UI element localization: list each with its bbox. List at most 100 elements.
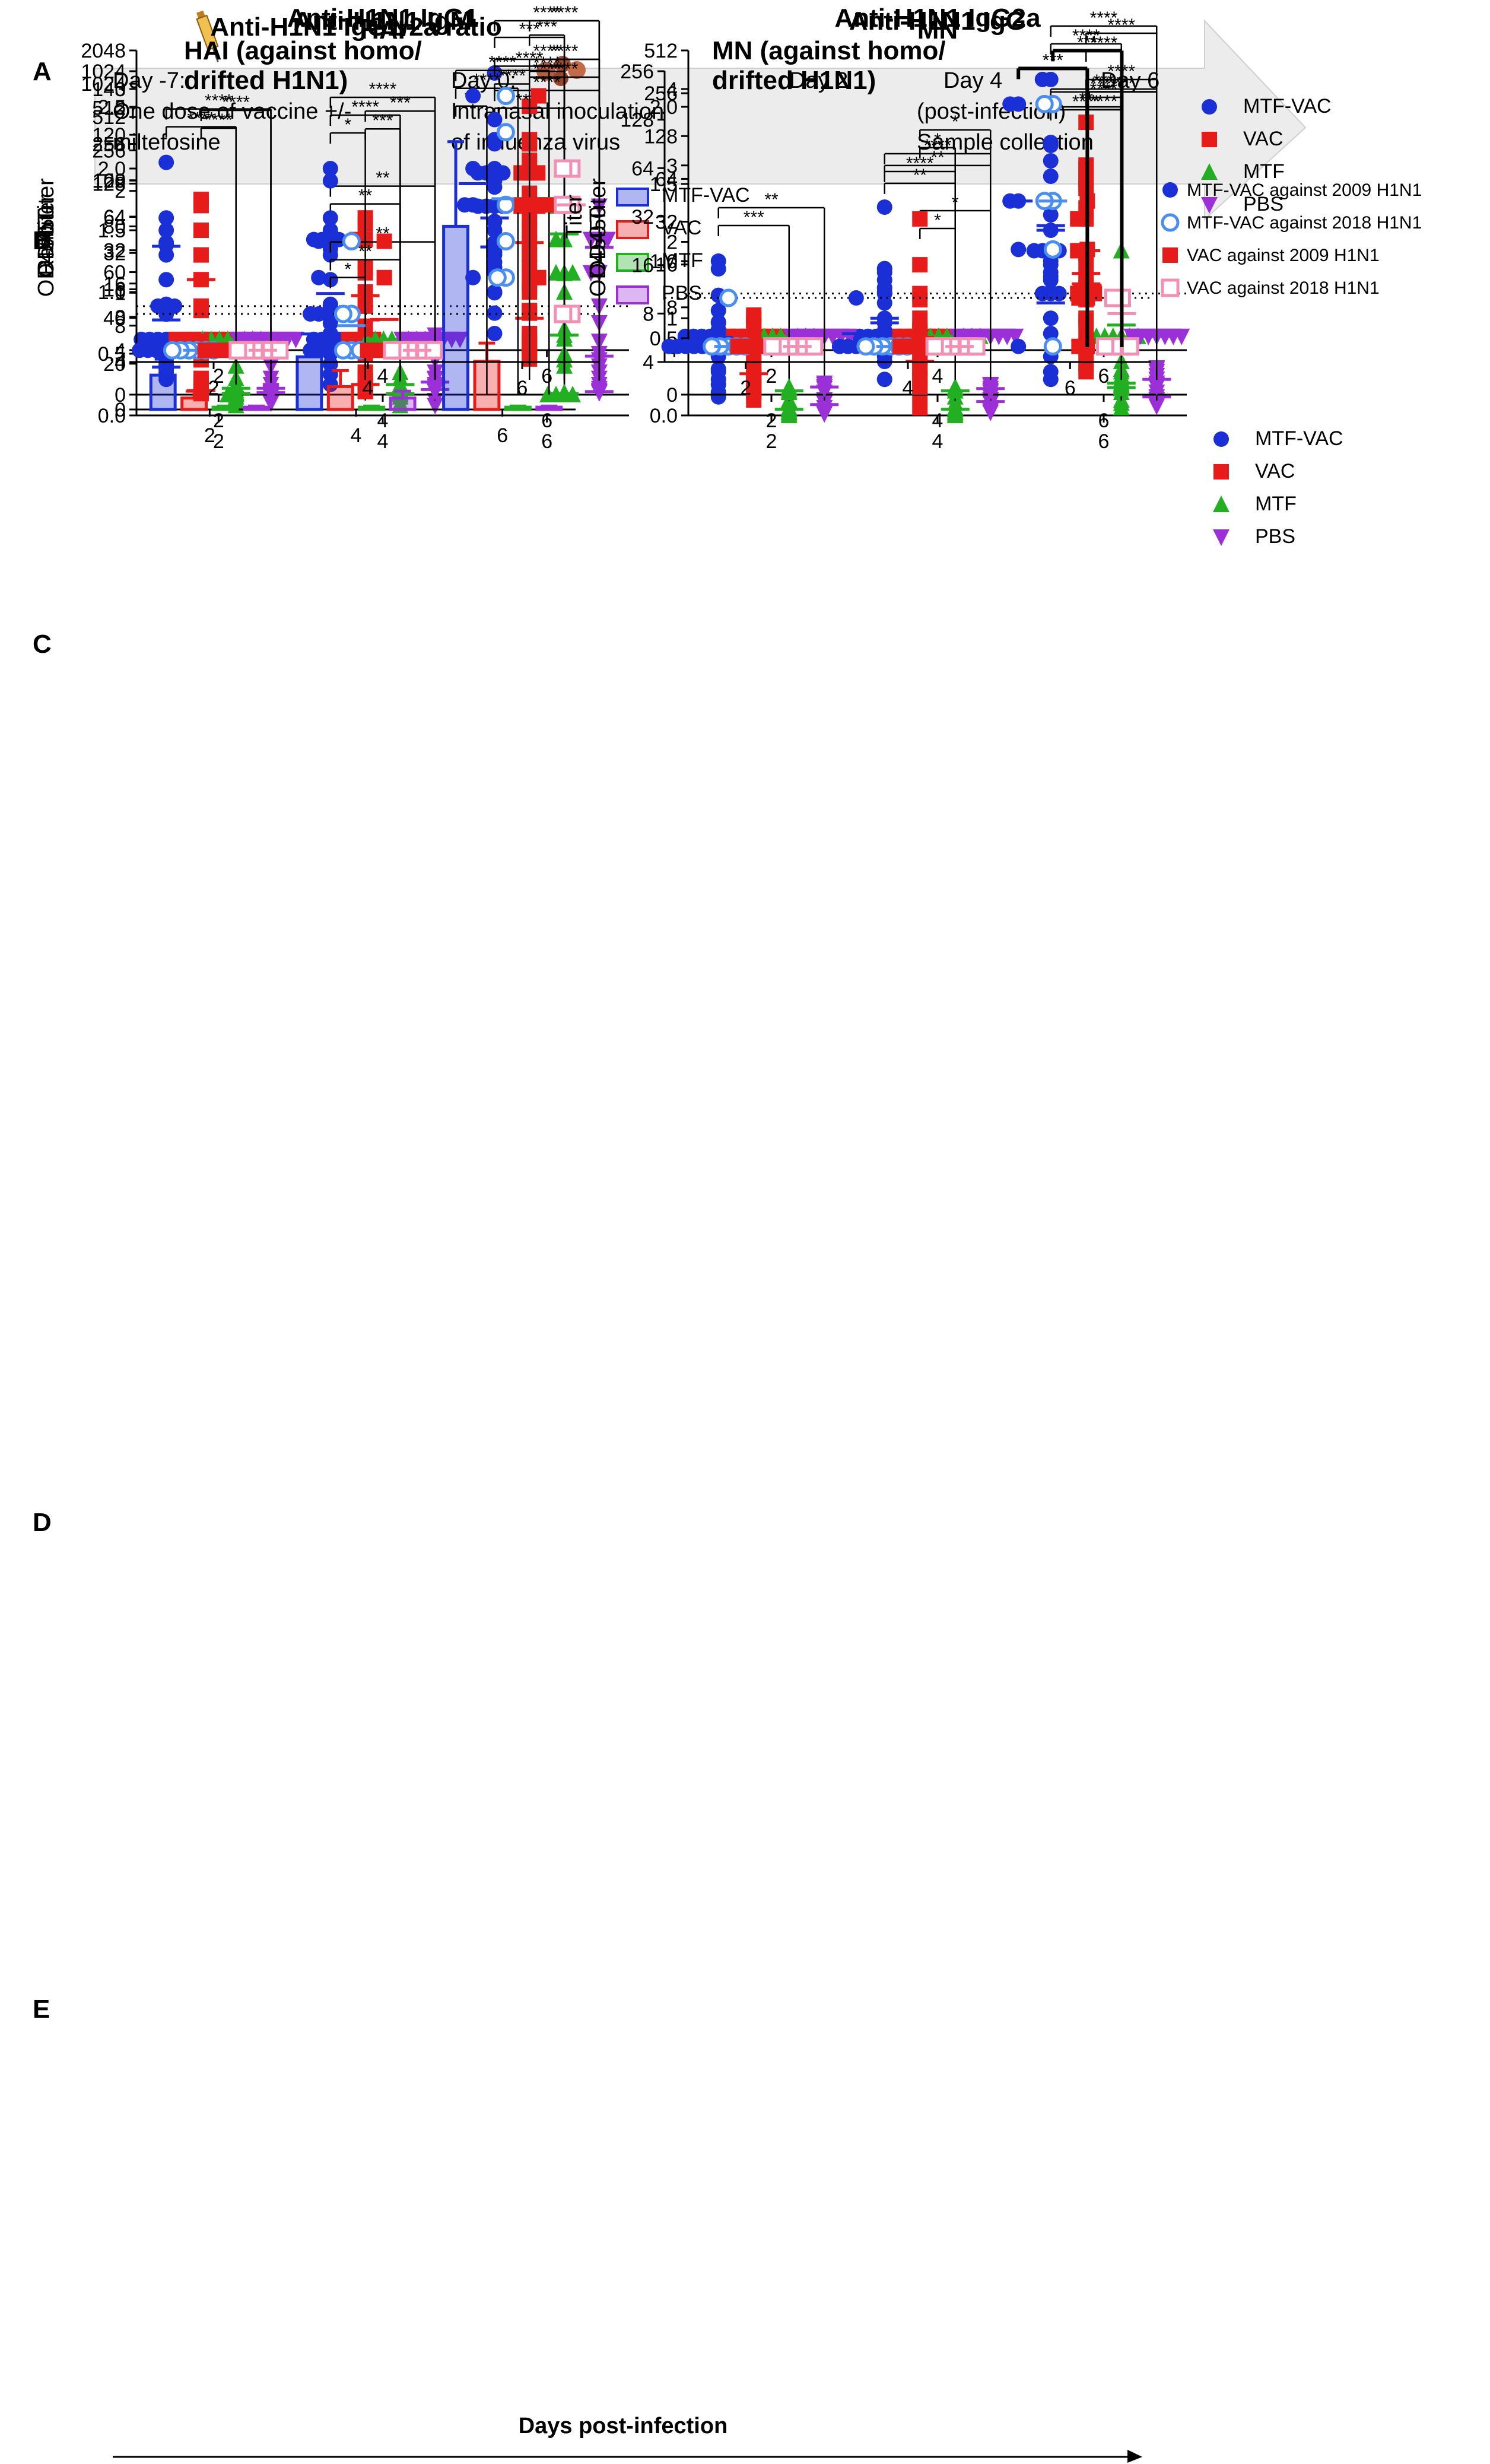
x-axis-label: Days post-infection — [519, 2414, 728, 2438]
legend-label: VAC against 2018 H1N1 — [1187, 278, 1380, 298]
legend-label: MTF-VAC — [1243, 95, 1332, 118]
data-point — [465, 161, 481, 177]
data-point — [816, 406, 833, 423]
y-tick-label: 256 — [644, 82, 678, 105]
data-point — [1161, 213, 1180, 232]
data-point — [158, 306, 174, 322]
data-point — [1043, 153, 1059, 169]
data-point — [132, 342, 148, 358]
x-axis-arrow-head — [1127, 2450, 1142, 2463]
y-tick-label: 1024 — [81, 61, 126, 83]
data-point — [783, 328, 800, 345]
significance-stars: * — [952, 112, 959, 132]
data-point — [1123, 328, 1140, 345]
y-tick-label: 1 — [115, 282, 126, 304]
x-tick-label: 6 — [541, 430, 552, 453]
y-tick-label: 32 — [655, 211, 678, 234]
data-point — [427, 383, 444, 401]
data-point — [360, 342, 376, 358]
data-point — [427, 398, 444, 415]
data-point — [925, 337, 944, 356]
data-point — [228, 341, 247, 360]
y-tick-label: 0.0 — [650, 405, 678, 427]
data-point — [661, 338, 677, 354]
timeline-event-text: Sample collection — [917, 130, 1094, 155]
data-point — [590, 385, 608, 402]
legend-label: PBS — [1255, 525, 1295, 548]
y-axis-label: Titer — [586, 178, 611, 223]
data-point — [876, 199, 892, 215]
y-tick-label: 1 — [666, 307, 678, 330]
data-point — [1002, 96, 1018, 112]
y-tick-label: 512 — [644, 40, 678, 62]
y-tick-label: 0.5 — [98, 343, 126, 366]
significance-stars: **** — [369, 80, 397, 99]
y-tick-label: 120 — [92, 124, 126, 147]
data-point — [1011, 242, 1027, 258]
y-tick-label: 16 — [631, 255, 654, 277]
data-point — [322, 210, 338, 226]
y-axis-label: OD450 — [586, 226, 611, 297]
data-point — [1162, 182, 1178, 198]
legend-label: PBS — [662, 282, 702, 304]
data-point — [1161, 278, 1180, 297]
significance-stars: * — [934, 211, 941, 230]
y-tick-label: 512 — [92, 106, 126, 129]
significance-stars: **** — [1090, 8, 1118, 28]
data-point — [376, 269, 392, 285]
data-point — [457, 197, 473, 213]
data-point — [582, 265, 599, 282]
data-point — [1213, 464, 1229, 480]
y-tick-label: 64 — [631, 157, 654, 180]
y-tick-label: 20 — [103, 353, 126, 376]
legend-label: VAC — [662, 217, 701, 239]
data-point — [322, 161, 338, 176]
y-axis-label: Ratio — [34, 223, 59, 276]
y-axis-label: OD450 — [34, 226, 59, 297]
data-point — [530, 88, 547, 104]
timeline-arrow — [94, 19, 1307, 221]
panel-label-d: D — [33, 1508, 52, 1537]
data-point — [158, 247, 174, 263]
chart-title: HAI — [360, 15, 405, 45]
data-point — [319, 342, 335, 358]
bar — [389, 396, 417, 411]
data-point — [262, 386, 279, 403]
significance-stars: **** — [533, 42, 561, 61]
significance-stars: * — [344, 115, 351, 135]
y-tick-label: 2 — [666, 231, 678, 254]
significance-stars: * — [344, 260, 351, 280]
x-tick-label: 6 — [1098, 430, 1110, 453]
x-tick-label: 6 — [497, 424, 508, 447]
data-point — [719, 288, 738, 307]
significance-stars: ** — [376, 169, 390, 188]
data-point — [876, 295, 892, 311]
x-tick-label: 4 — [377, 430, 389, 453]
data-point — [487, 214, 503, 230]
data-point — [1162, 247, 1178, 263]
data-point — [193, 303, 209, 319]
data-point — [496, 87, 515, 106]
significance-stars: **** — [205, 91, 233, 111]
data-point — [554, 304, 573, 323]
y-tick-label: 512 — [92, 97, 126, 119]
panel-label-e: E — [33, 1995, 50, 2024]
x-tick-label: 6 — [541, 409, 552, 432]
data-point — [1043, 207, 1059, 223]
data-point — [487, 305, 503, 321]
legend-label: MTF — [1255, 493, 1297, 515]
y-tick-label: 32 — [631, 206, 654, 228]
bar — [358, 405, 386, 411]
significance-stars: **** — [533, 3, 561, 23]
y-tick-label: 0 — [115, 384, 126, 407]
y-tick-label: 3 — [666, 155, 678, 177]
chart-title: Anti-H1N1 IgM — [294, 7, 472, 36]
y-tick-label: 128 — [644, 125, 678, 148]
significance-stars: **** — [473, 71, 501, 90]
data-point — [1202, 132, 1217, 147]
panel-label-a: A — [33, 57, 52, 86]
bar — [535, 405, 563, 411]
chart-title: Anti-H1N1 IgG1/2a ratio — [210, 12, 501, 42]
legend-label: MTF-VAC against 2009 H1N1 — [1187, 180, 1422, 200]
